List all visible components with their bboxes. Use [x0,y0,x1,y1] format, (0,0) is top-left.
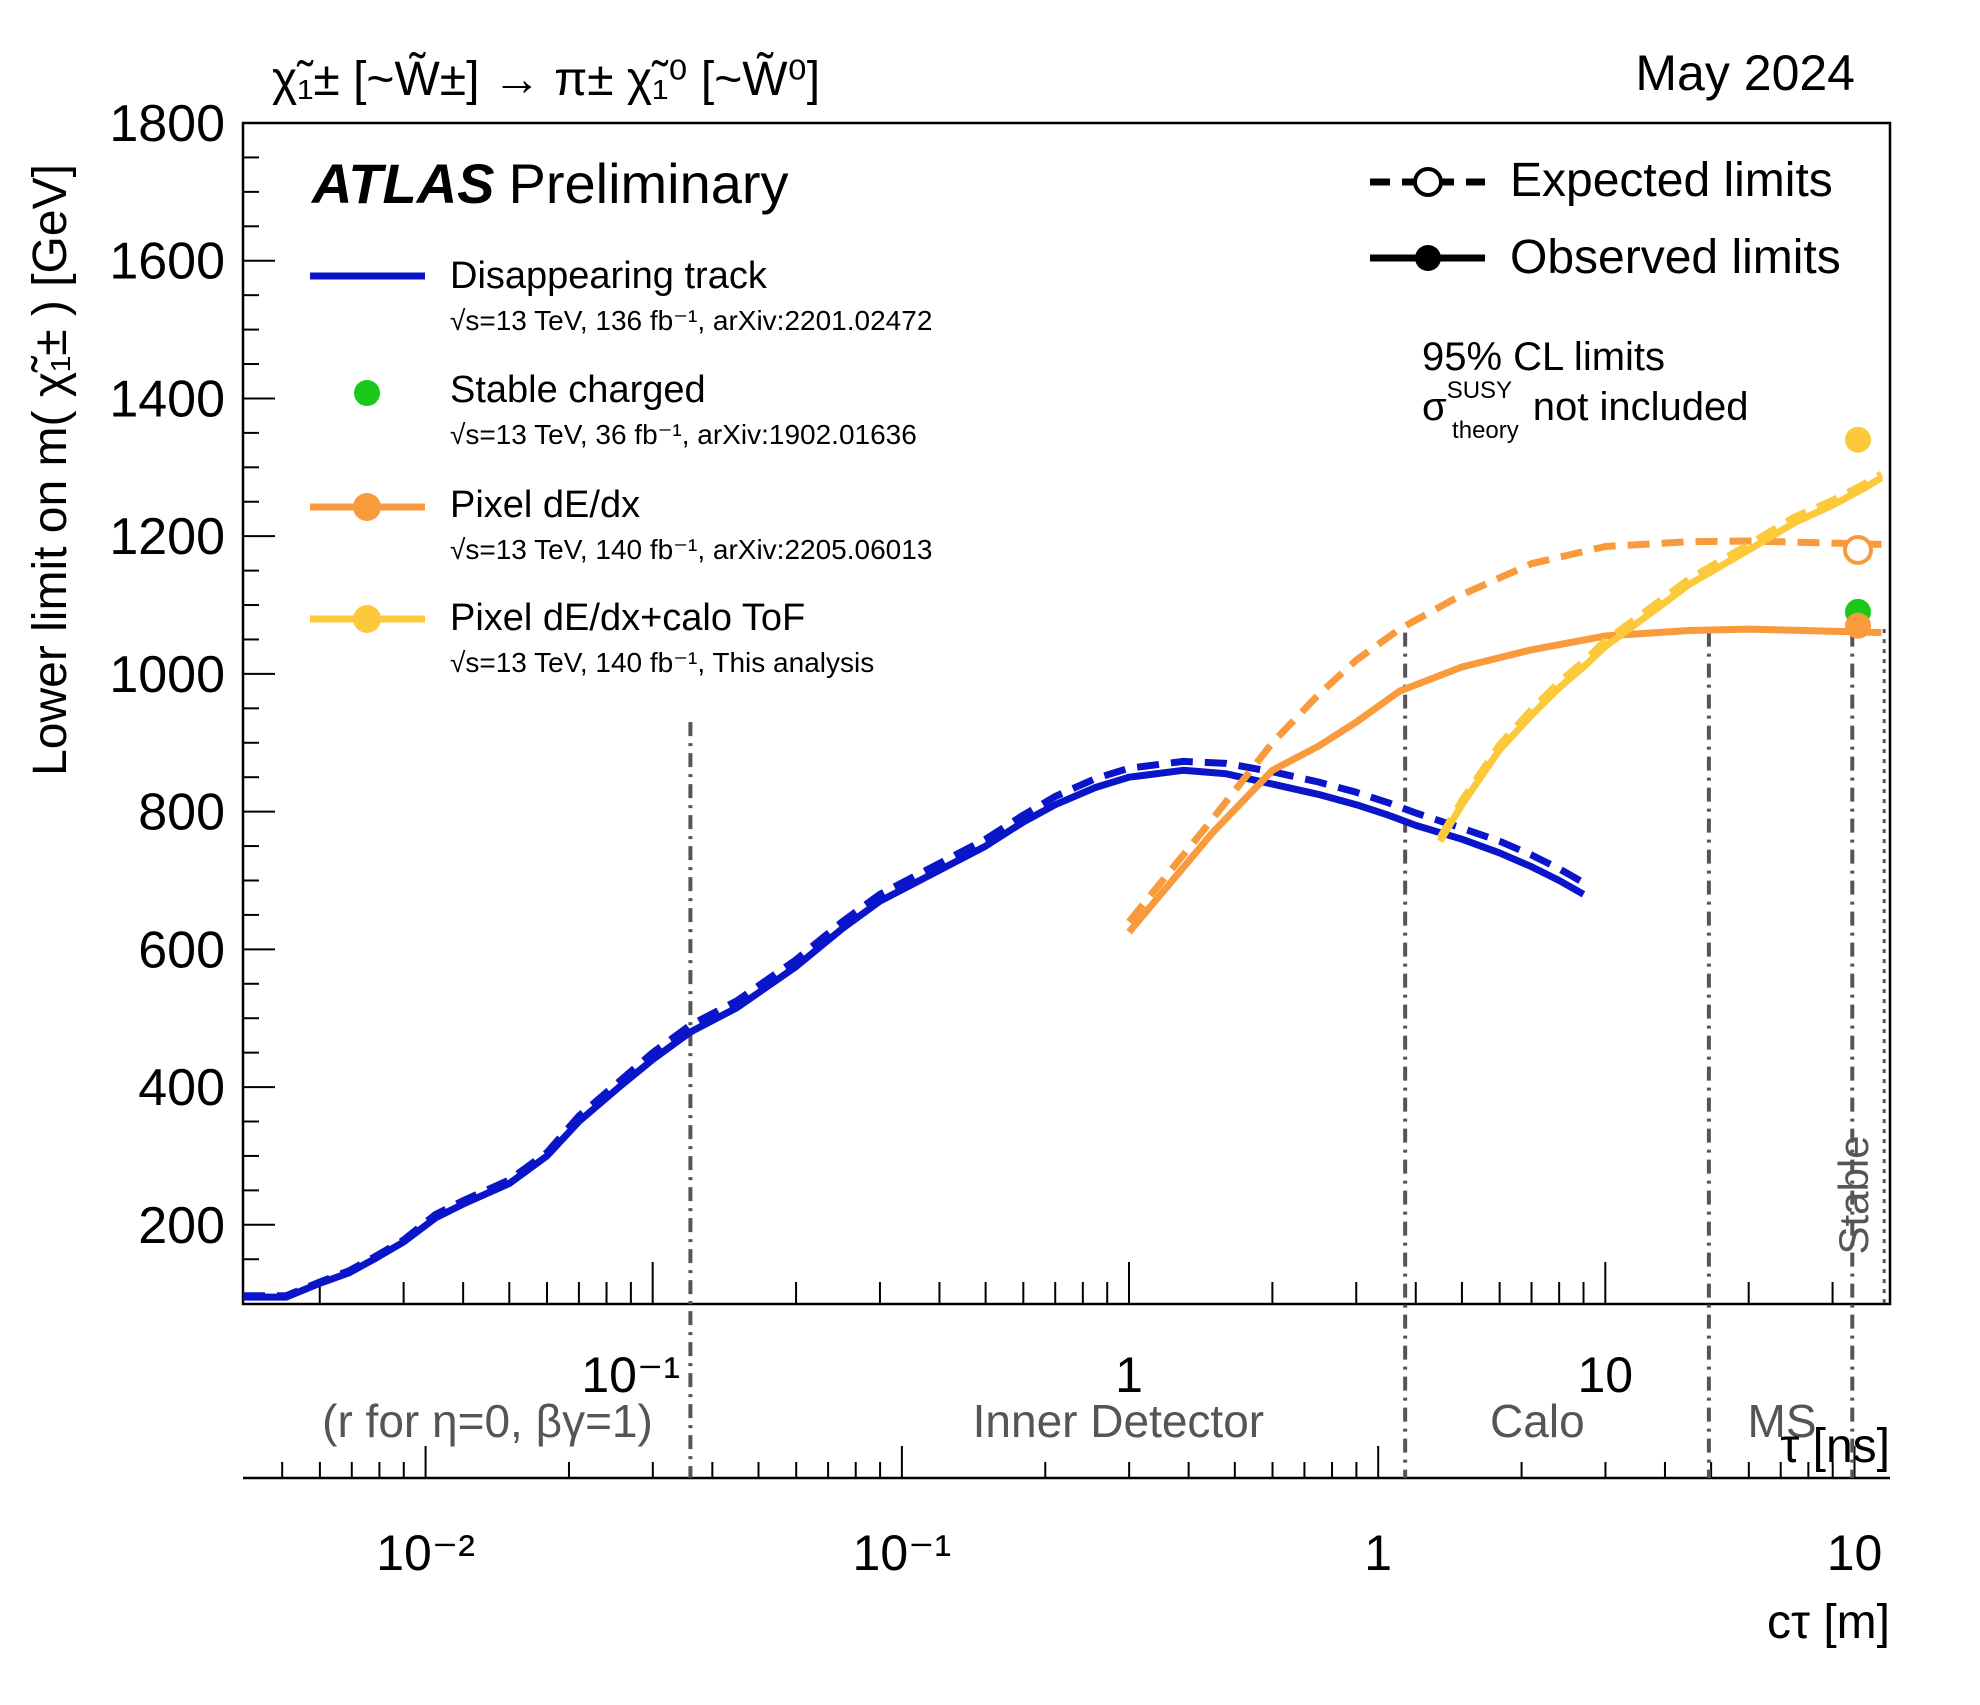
process-title: χ̃₁± [~W̃±] → π± χ̃₁⁰ [~W̃⁰] [272,52,820,106]
y-tick-label: 1000 [109,646,225,704]
ctau-tick-label: 1 [1364,1525,1392,1581]
stable-points [1843,426,1873,639]
legend: Disappearing track √s=13 TeV, 136 fb⁻¹, … [310,154,1841,678]
ctau-axis-label: cτ [m] [1767,1596,1890,1649]
stable-point-3 [1845,612,1871,639]
sigma-sup: SUSY [1447,377,1512,404]
tau-tick-label: 10 [1577,1347,1633,1403]
date-label: May 2024 [1635,45,1855,101]
y-axis-label: Lower limit on m( χ̃₁± ) [GeV] [24,164,77,776]
legend-observed-text: Observed limits [1510,231,1841,284]
y-tick-label: 600 [138,921,225,979]
sigma-note: σSUSY theory not included [1422,377,1748,444]
stable-point-0 [1845,426,1871,453]
y-tick-label: 1600 [109,233,225,291]
region-label: MS [1748,1395,1817,1447]
tau-tick-label: 1 [1115,1347,1143,1403]
series-line-0 [243,766,1586,1301]
series-line-2 [1126,625,1882,935]
y-tick-label: 1200 [109,508,225,566]
atlas-bold: ATLAS [310,152,495,215]
detector-regions: (r for η=0, βγ=1) Inner Detector Calo MS [322,629,1886,1478]
legend-expected: Expected limits [1370,154,1833,207]
ctau-tick-label: 10⁻¹ [853,1525,952,1581]
legend-observed: Observed limits [1370,231,1841,284]
limit-curves [243,471,1884,1301]
legend-expected-text: Expected limits [1510,154,1833,207]
region-label: Calo [1490,1395,1585,1447]
legend-entry-pixel-dedx: Pixel dE/dx √s=13 TeV, 140 fb⁻¹, arXiv:2… [310,484,932,565]
region-label: Inner Detector [973,1395,1264,1447]
legend-name-2: Pixel dE/dx [450,484,640,526]
legend-name-1: Stable charged [450,369,706,411]
sigma-symbol: σ [1422,385,1447,429]
y-tick-label: 400 [138,1059,225,1117]
legend-entry-disappearing-track: Disappearing track √s=13 TeV, 136 fb⁻¹, … [310,255,932,336]
legend-expected-marker [1413,167,1443,197]
series-line-5 [1437,471,1884,840]
ctau-tick-label: 10 [1827,1525,1883,1581]
cl-text: 95% CL limits [1422,335,1665,379]
region-label: (r for η=0, βγ=1) [322,1395,653,1447]
tau-axis-ticks: 10⁻¹ 1 10 [318,1262,1834,1403]
legend-entry-pixel-calo: Pixel dE/dx+calo ToF √s=13 TeV, 140 fb⁻¹… [310,597,874,678]
legend-entry-stable-charged: Stable charged √s=13 TeV, 36 fb⁻¹, arXiv… [354,369,917,450]
stable-point-1 [1843,534,1873,565]
legend-name-3: Pixel dE/dx+calo ToF [450,597,805,639]
y-tick-label: 1400 [109,370,225,428]
stable-label: Stable [1830,1135,1877,1254]
atlas-preliminary: Preliminary [509,152,789,215]
legend-name-0: Disappearing track [450,255,768,297]
legend-sub-3: √s=13 TeV, 140 fb⁻¹, This analysis [450,647,874,678]
y-axis-ticks: 200 400 600 800 1000 1200 1400 1600 1800 [109,95,275,1295]
series-line-3 [1126,537,1882,925]
legend-sub-1: √s=13 TeV, 36 fb⁻¹, arXiv:1902.01636 [450,419,917,450]
tau-axis-label: τ [ns] [1780,1420,1890,1473]
legend-marker-pixel [353,493,381,521]
legend-sub-2: √s=13 TeV, 140 fb⁻¹, arXiv:2205.06013 [450,534,932,565]
tau-tick-label: 10⁻¹ [581,1347,680,1403]
y-tick-label: 1800 [109,95,225,153]
ctau-tick-label: 10⁻² [376,1525,475,1581]
sigma-text: not included [1533,385,1749,429]
series-line-1 [243,757,1586,1300]
y-tick-label: 800 [138,784,225,842]
legend-marker-stable [354,380,380,406]
y-tick-label: 200 [138,1197,225,1255]
legend-observed-marker [1415,245,1441,271]
atlas-label: ATLAS Preliminary [310,152,789,215]
plot-frame [241,121,1892,1306]
ctau-axis-ticks: 10⁻² 10⁻¹ 1 10 [281,1446,1883,1581]
legend-marker-pixel-calo [353,605,381,633]
sigma-sub: theory [1452,417,1519,444]
legend-sub-0: √s=13 TeV, 136 fb⁻¹, arXiv:2201.02472 [450,305,932,336]
